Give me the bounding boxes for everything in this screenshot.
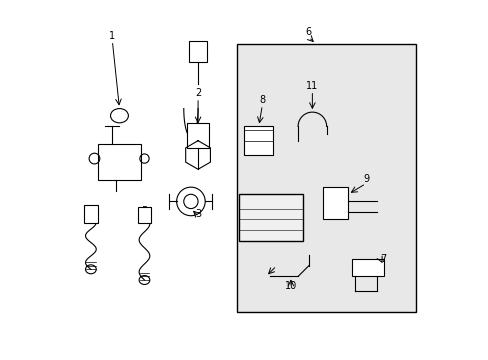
Text: 11: 11 (305, 81, 318, 91)
Text: 1: 1 (109, 31, 115, 41)
Bar (138, 207, 151, 223)
Text: 6: 6 (305, 27, 311, 37)
Bar (351, 258, 383, 276)
Text: 4: 4 (88, 213, 94, 223)
Bar (98, 144, 141, 180)
Text: 8: 8 (259, 95, 265, 105)
Bar (187, 123, 208, 148)
Text: 5: 5 (141, 206, 147, 216)
Text: 3: 3 (195, 209, 201, 219)
Bar (237, 44, 415, 312)
Bar (323, 187, 347, 219)
Bar (239, 194, 303, 241)
Text: 10: 10 (284, 281, 296, 291)
Bar (189, 41, 206, 62)
Text: 9: 9 (362, 174, 368, 184)
Text: 2: 2 (195, 88, 201, 98)
Text: 7: 7 (380, 253, 386, 264)
Bar (83, 205, 98, 223)
Bar (244, 126, 272, 155)
